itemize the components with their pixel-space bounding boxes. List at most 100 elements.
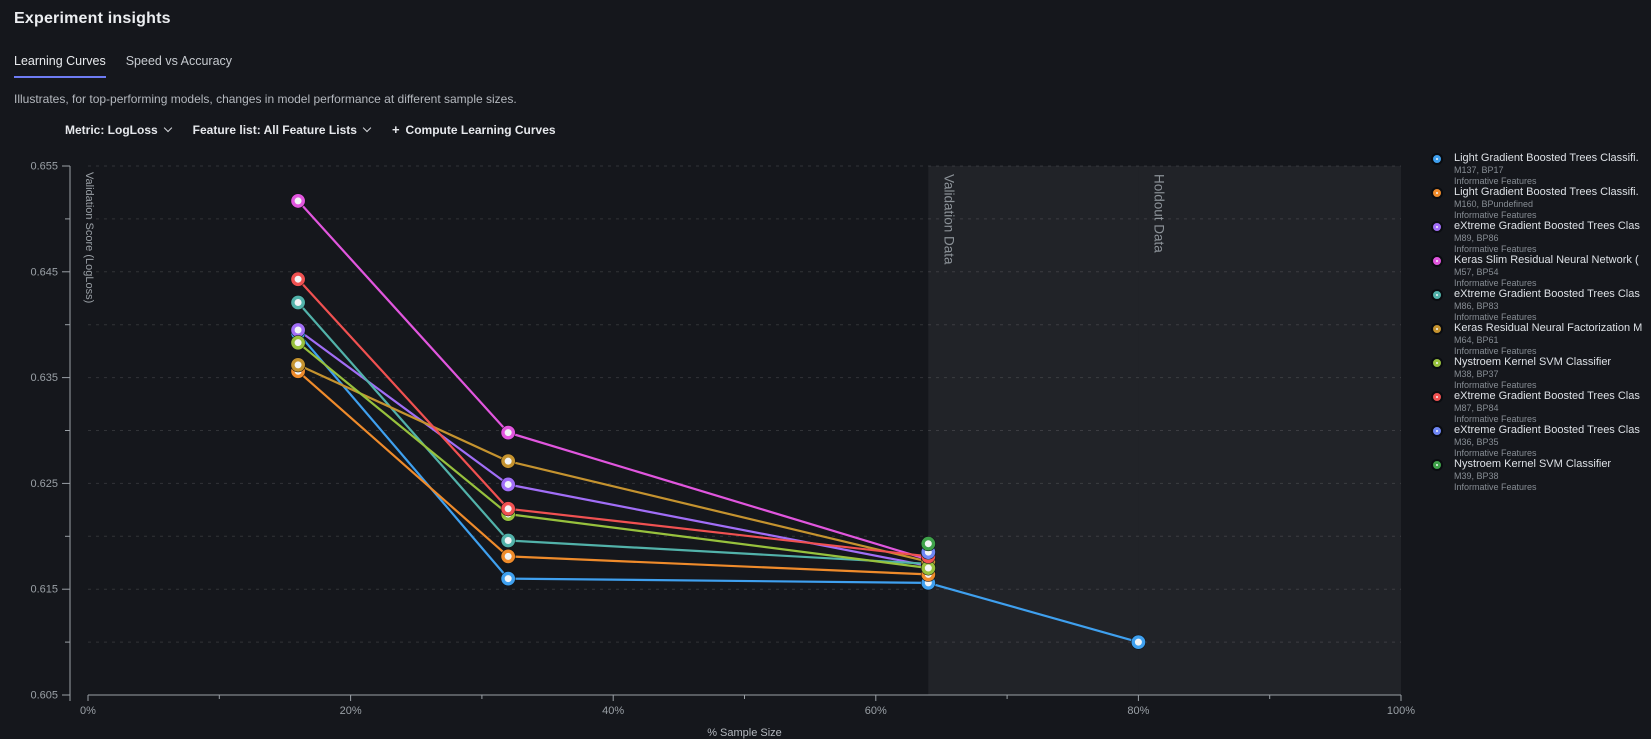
compute-learning-curves-button[interactable]: + Compute Learning Curves [392,122,556,137]
chevron-down-icon [362,123,372,133]
y-tick-label: 0.615 [30,584,58,596]
legend-feature-list: Informative Features [1454,312,1537,322]
data-point-series-3[interactable] [290,193,306,209]
data-point-series-2[interactable] [500,477,516,492]
data-point-series-1[interactable] [500,549,516,564]
legend-model-id: M38, BP37 [1454,369,1499,379]
legend-item[interactable]: eXtreme Gradient Boosted Trees Clas M36, … [1430,424,1651,458]
legend-model-name: Light Gradient Boosted Trees Classifi. [1454,186,1639,198]
legend-item-text: Keras Slim Residual Neural Network (M57,… [1454,254,1639,289]
legend-item-text: eXtreme Gradient Boosted Trees Clas M89, … [1454,220,1640,255]
legend-item[interactable]: Keras Slim Residual Neural Network (M57,… [1430,254,1651,288]
legend-model-id: M36, BP35 [1454,437,1499,447]
data-point-series-4[interactable] [290,295,306,310]
data-point-series-5[interactable] [290,357,306,373]
series-line-7 [297,278,930,558]
legend-color-dot [1433,393,1441,401]
legend-item[interactable]: Light Gradient Boosted Trees Classifi. M1… [1430,152,1651,186]
data-point-series-3[interactable] [500,425,516,441]
legend-item[interactable]: Light Gradient Boosted Trees Classifi. M1… [1430,186,1651,220]
legend-feature-list: Informative Features [1454,380,1537,390]
legend-color-dot [1433,155,1441,163]
legend-color-dot [1433,189,1441,197]
band-label-holdout-data: Holdout Data [1151,174,1166,253]
chart-legend: Light Gradient Boosted Trees Classifi. M1… [1430,152,1651,492]
legend-color-dot [1433,461,1441,469]
plus-icon: + [391,122,400,137]
legend-model-name: eXtreme Gradient Boosted Trees Clas [1454,220,1640,232]
legend-model-name: Nystroem Kernel SVM Classifier [1454,356,1612,368]
legend-item-text: Light Gradient Boosted Trees Classifi. M1… [1454,186,1639,221]
data-point-series-7[interactable] [290,271,306,287]
data-point-series-6[interactable] [920,560,936,576]
data-point-series-6[interactable] [290,335,306,351]
legend-model-name: eXtreme Gradient Boosted Trees Clas [1454,390,1640,402]
data-point-series-5[interactable] [500,453,516,469]
legend-item[interactable]: Keras Residual Neural Factorization M M64… [1430,322,1651,356]
legend-model-id: M87, BP84 [1454,403,1499,413]
legend-color-dot [1433,427,1441,435]
feature-list-dropdown-label: Feature list: All Feature Lists [192,122,357,137]
data-point-series-4[interactable] [500,533,516,548]
data-point-series-2[interactable] [290,322,306,338]
legend-model-name: Keras Slim Residual Neural Network ( [1454,254,1639,266]
data-point-series-0[interactable] [500,571,516,587]
feature-list-dropdown[interactable]: Feature list: All Feature Lists [192,122,372,137]
legend-color-dot [1433,325,1441,333]
legend-feature-list: Informative Features [1454,244,1537,254]
page-title: Experiment insights [14,10,171,27]
legend-item[interactable]: eXtreme Gradient Boosted Trees Clas M89, … [1430,220,1651,254]
legend-feature-list: Informative Features [1454,278,1537,288]
legend-model-name: Keras Residual Neural Factorization M [1454,322,1643,334]
legend-item-text: Nystroem Kernel SVM Classifier M38, BP37 I… [1454,356,1611,391]
data-point-series-9[interactable] [920,536,936,552]
x-tick-label: 40% [602,705,624,717]
legend-model-id: M64, BP61 [1454,335,1499,345]
legend-item-text: Keras Residual Neural Factorization M M64… [1454,322,1642,357]
compute-learning-curves-label: Compute Learning Curves [405,122,556,137]
x-tick-label: 0% [80,705,96,717]
metric-dropdown[interactable]: Metric: LogLoss [65,123,172,137]
chart-description: Illustrates, for top-performing models, … [14,92,517,106]
series-line-4 [297,301,930,565]
tab-learning-curves[interactable]: Learning Curves [14,54,106,78]
legend-model-id: M137, BP17 [1454,165,1504,175]
x-tick-label: 100% [1387,705,1415,717]
page-header: Experiment insights Learning Curves Spee… [14,10,517,106]
series-line-1 [297,370,930,576]
legend-feature-list: Informative Features [1454,414,1537,424]
legend-item-text: Light Gradient Boosted Trees Classifi. M1… [1454,152,1639,187]
legend-item[interactable]: Nystroem Kernel SVM Classifier M39, BP38 I… [1430,458,1651,492]
chart-controls: Metric: LogLoss Feature list: All Featur… [65,122,556,137]
legend-item[interactable]: eXtreme Gradient Boosted Trees Clas M86, … [1430,288,1651,322]
legend-item-text: eXtreme Gradient Boosted Trees Clas M86, … [1454,288,1640,323]
legend-item[interactable]: Nystroem Kernel SVM Classifier M38, BP37 I… [1430,356,1651,390]
chevron-down-icon [163,123,172,133]
legend-item[interactable]: eXtreme Gradient Boosted Trees Clas M87, … [1430,390,1651,424]
y-tick-label: 0.625 [30,478,58,490]
tab-speed-vs-accuracy[interactable]: Speed vs Accuracy [125,54,233,68]
legend-model-name: Light Gradient Boosted Trees Classifi. [1454,152,1639,164]
x-tick-label: 60% [865,705,887,717]
legend-model-name: eXtreme Gradient Boosted Trees Clas [1454,424,1640,436]
legend-feature-list: Informative Features [1454,448,1537,458]
legend-color-dot [1433,291,1441,299]
tab-bar: Learning Curves Speed vs Accuracy [14,54,517,78]
x-tick-label: 20% [340,705,362,717]
data-point-series-7[interactable] [500,501,516,517]
legend-item-text: eXtreme Gradient Boosted Trees Clas M87, … [1454,390,1640,425]
legend-item-text: eXtreme Gradient Boosted Trees Clas M36, … [1454,424,1640,459]
legend-model-id: M57, BP54 [1454,267,1499,277]
x-axis-title: % Sample Size [707,727,782,739]
legend-color-dot [1433,257,1441,265]
legend-color-dot [1433,223,1441,231]
y-tick-label: 0.645 [30,266,58,278]
legend-feature-list: Informative Features [1454,346,1537,356]
data-point-series-0[interactable] [1131,634,1146,650]
legend-model-id: M39, BP38 [1454,471,1499,481]
y-tick-label: 0.605 [30,690,58,702]
legend-feature-list: Informative Features [1454,176,1537,186]
series-line-0 [297,332,1140,644]
legend-feature-list: Informative Features [1454,210,1537,220]
legend-color-dot [1433,359,1441,367]
